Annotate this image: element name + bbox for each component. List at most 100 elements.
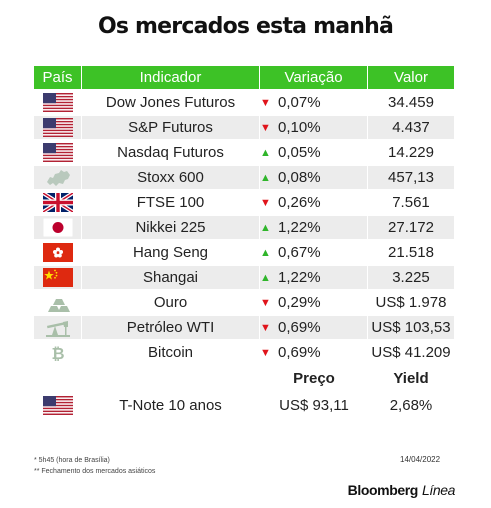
change-cell: ▼ 0,29%	[260, 291, 368, 314]
country-cell	[34, 216, 82, 239]
change-cell: ▼ 0,10%	[260, 116, 368, 139]
bitcoin-icon: ₿	[43, 343, 73, 363]
up-arrow-icon: ▲	[260, 172, 271, 184]
svg-text:₿: ₿	[51, 344, 64, 363]
bond-row: T-Note 10 anos US$ 93,11 2,68%	[34, 392, 454, 419]
change-cell: ▼ 0,26%	[260, 191, 368, 214]
change-cell: ▲ 1,22%	[260, 266, 368, 289]
bond-yield: 2,68%	[389, 397, 433, 414]
index-value: US$ 103,53	[368, 316, 454, 339]
index-value: 3.225	[368, 266, 454, 289]
uk-flag-icon	[42, 193, 73, 212]
usa-flag-icon	[42, 396, 73, 415]
up-arrow-icon: ▲	[260, 222, 271, 234]
column-header-indicator: Indicador	[82, 66, 260, 89]
up-arrow-icon: ▲	[260, 272, 271, 284]
table-row: Shangai ▲ 1,22% 3.225	[34, 266, 454, 289]
change-value: 0,05%	[278, 144, 321, 161]
country-cell	[34, 266, 82, 289]
bond-header-blank-2	[82, 366, 260, 390]
indicator-name: Bitcoin	[82, 341, 260, 364]
country-cell	[34, 316, 82, 339]
index-value: 4.437	[368, 116, 454, 139]
brand-name: Bloomberg	[347, 482, 419, 498]
up-arrow-icon: ▲	[260, 247, 271, 259]
country-cell	[34, 141, 82, 164]
column-header-yield: Yield	[393, 369, 429, 387]
bond-price: US$ 93,11	[279, 397, 349, 414]
index-value: 27.172	[368, 216, 454, 239]
bond-indicator: T-Note 10 anos	[82, 392, 260, 419]
indicator-name: S&P Futuros	[82, 116, 260, 139]
bond-header-row: Preço Yield	[34, 366, 454, 390]
down-arrow-icon: ▼	[260, 197, 271, 209]
indicator-name: Petróleo WTI	[82, 316, 260, 339]
column-header-price: Preço	[293, 369, 335, 387]
index-value: 14.229	[388, 144, 434, 161]
table-row: Hang Seng ▲ 0,67% 21.518	[34, 241, 454, 264]
change-value: 0,69%	[278, 344, 321, 361]
table-row: Petróleo WTI ▼ 0,69% US$ 103,53	[34, 316, 454, 339]
china-flag-icon	[42, 268, 73, 287]
japan-flag-icon	[42, 218, 73, 237]
change-value: 0,26%	[278, 194, 321, 211]
indicator-name: FTSE 100	[82, 191, 260, 214]
country-cell	[34, 166, 82, 189]
change-cell: ▲ 0,05%	[260, 141, 368, 164]
column-header-value: Valor	[368, 66, 454, 89]
table-row: ₿ Bitcoin ▼ 0,69% US$ 41.209	[34, 341, 454, 364]
change-value: 0,69%	[278, 319, 321, 336]
oil-pump-icon	[43, 318, 73, 338]
down-arrow-icon: ▼	[260, 122, 271, 134]
gold-bars-icon	[43, 293, 73, 313]
country-cell	[34, 241, 82, 264]
change-cell: ▲ 0,67%	[260, 241, 368, 264]
change-value: 0,29%	[278, 294, 321, 311]
index-value: US$ 41.209	[371, 344, 451, 361]
change-cell: ▲ 1,22%	[260, 216, 368, 239]
market-table: País Indicador Variação Valor Dow Jones …	[34, 64, 454, 421]
country-cell	[34, 116, 82, 139]
table-header-row: País Indicador Variação Valor	[34, 66, 454, 89]
change-cell: ▼ 0,69%	[260, 316, 368, 339]
indicator-name: Nasdaq Futuros	[82, 141, 260, 164]
table-row: Stoxx 600 ▲ 0,08% 457,13	[34, 166, 454, 189]
table-row: S&P Futuros ▼ 0,10% 4.437	[34, 116, 454, 139]
change-value: 0,10%	[278, 119, 321, 136]
down-arrow-icon: ▼	[260, 297, 271, 309]
brand-logo: Bloomberg Línea	[347, 482, 456, 498]
down-arrow-icon: ▼	[260, 97, 271, 109]
brand-suffix: Línea	[421, 482, 455, 498]
change-value: 0,67%	[278, 244, 321, 261]
change-value: 0,08%	[278, 169, 321, 186]
usa-flag-icon	[42, 93, 73, 112]
table-row: Dow Jones Futuros ▼ 0,07% 34.459	[34, 91, 454, 114]
index-value: 21.518	[388, 244, 434, 261]
up-arrow-icon: ▲	[260, 147, 271, 159]
table-row: Nikkei 225 ▲ 1,22% 27.172	[34, 216, 454, 239]
index-value: 7.561	[392, 194, 430, 211]
country-cell	[34, 291, 82, 314]
change-cell: ▼ 0,07%	[260, 91, 368, 114]
change-value: 1,22%	[278, 219, 321, 236]
down-arrow-icon: ▼	[260, 322, 271, 334]
column-header-change: Variação	[260, 66, 368, 89]
usa-flag-icon	[42, 118, 73, 137]
indicator-name: Hang Seng	[82, 241, 260, 264]
country-cell	[34, 191, 82, 214]
change-cell: ▲ 0,08%	[260, 166, 368, 189]
change-value: 0,07%	[278, 94, 321, 111]
country-cell	[34, 91, 82, 114]
change-cell: ▼ 0,69%	[260, 341, 368, 364]
bond-flag-cell	[34, 392, 82, 419]
indicator-name: Shangai	[82, 266, 260, 289]
report-date: 14/04/2022	[400, 455, 441, 464]
indicator-name: Dow Jones Futuros	[82, 91, 260, 114]
table-row: FTSE 100 ▼ 0,26% 7.561	[34, 191, 454, 214]
index-value: 457,13	[368, 166, 454, 189]
hong-kong-flag-icon	[42, 243, 73, 262]
indicator-name: Nikkei 225	[82, 216, 260, 239]
bond-header-blank	[34, 366, 82, 390]
table-row: Nasdaq Futuros ▲ 0,05% 14.229	[34, 141, 454, 164]
change-value: 1,22%	[278, 269, 321, 286]
